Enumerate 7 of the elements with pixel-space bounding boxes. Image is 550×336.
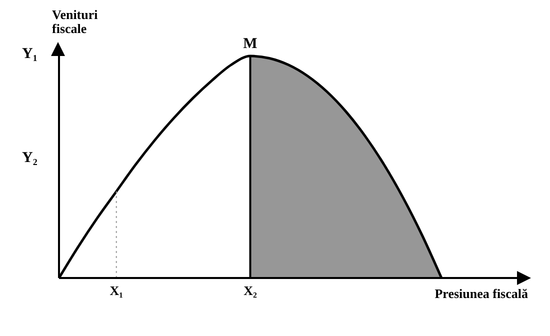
- annotation: M: [243, 36, 258, 52]
- x-axis-title: Presiunea fiscală: [434, 286, 528, 302]
- text: Y₂: [22, 150, 38, 168]
- x-tick-label: X₂: [244, 283, 257, 298]
- y-axis-title: Venituri fiscale: [52, 7, 99, 36]
- x-tick-label: X₁: [110, 283, 124, 298]
- text: Y₁: [22, 46, 38, 63]
